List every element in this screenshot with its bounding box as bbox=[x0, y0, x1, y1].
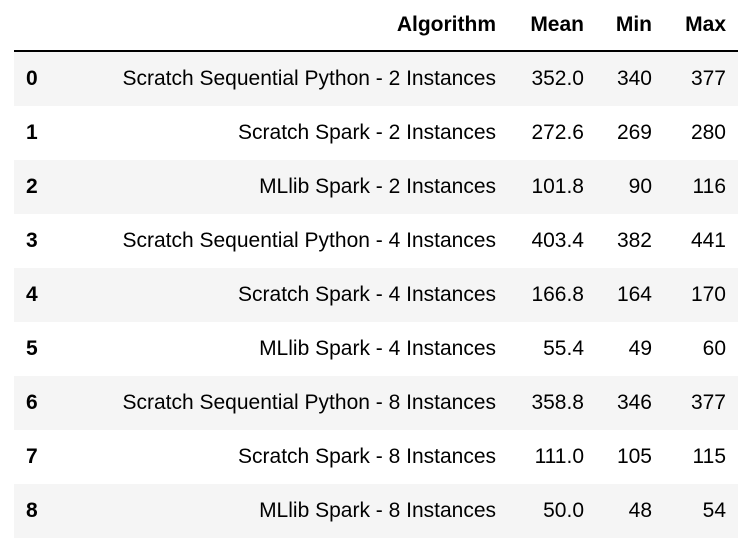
cell-min: 269 bbox=[616, 121, 652, 144]
header-index bbox=[14, 0, 62, 52]
cell-algorithm: Scratch Spark - 8 Instances bbox=[238, 445, 496, 468]
row-index: 8 bbox=[26, 499, 38, 522]
table-row: 7 Scratch Spark - 8 Instances 111.0 105 … bbox=[14, 430, 738, 484]
cell-algorithm: Scratch Spark - 4 Instances bbox=[238, 283, 496, 306]
table-row: 3 Scratch Sequential Python - 4 Instance… bbox=[14, 214, 738, 268]
cell-max: 377 bbox=[690, 391, 726, 414]
cell-mean: 272.6 bbox=[531, 121, 584, 144]
table-row: 4 Scratch Spark - 4 Instances 166.8 164 … bbox=[14, 268, 738, 322]
cell-mean: 403.4 bbox=[531, 229, 584, 252]
dataframe-table: Algorithm Mean Min Max 0 Scratch Sequent… bbox=[14, 0, 738, 538]
header-mean: Mean bbox=[508, 0, 596, 52]
row-index: 6 bbox=[26, 391, 38, 414]
cell-algorithm: Scratch Sequential Python - 2 Instances bbox=[122, 67, 496, 90]
row-index: 5 bbox=[26, 337, 38, 360]
row-index: 2 bbox=[26, 175, 38, 198]
cell-mean: 358.8 bbox=[531, 391, 584, 414]
cell-algorithm: Scratch Spark - 2 Instances bbox=[238, 121, 496, 144]
header-algorithm: Algorithm bbox=[62, 0, 508, 52]
cell-algorithm: Scratch Sequential Python - 4 Instances bbox=[122, 229, 496, 252]
cell-mean: 101.8 bbox=[531, 175, 584, 198]
cell-max: 115 bbox=[692, 445, 726, 468]
table-header: Algorithm Mean Min Max bbox=[14, 0, 738, 52]
cell-mean: 352.0 bbox=[531, 67, 584, 90]
header-min: Min bbox=[596, 0, 664, 52]
row-index: 7 bbox=[26, 445, 38, 468]
cell-max: 60 bbox=[702, 337, 726, 360]
table-body: 0 Scratch Sequential Python - 2 Instance… bbox=[14, 51, 738, 538]
cell-min: 164 bbox=[616, 283, 652, 306]
cell-algorithm: MLlib Spark - 2 Instances bbox=[259, 175, 496, 198]
header-row: Algorithm Mean Min Max bbox=[14, 0, 738, 52]
table-row: 6 Scratch Sequential Python - 8 Instance… bbox=[14, 376, 738, 430]
cell-min: 382 bbox=[616, 229, 652, 252]
cell-algorithm: MLlib Spark - 8 Instances bbox=[259, 499, 496, 522]
table-row: 2 MLlib Spark - 2 Instances 101.8 90 116 bbox=[14, 160, 738, 214]
cell-min: 346 bbox=[616, 391, 652, 414]
cell-max: 170 bbox=[690, 283, 726, 306]
cell-max: 54 bbox=[702, 499, 726, 522]
cell-mean: 166.8 bbox=[531, 283, 584, 306]
cell-mean: 55.4 bbox=[543, 337, 584, 360]
row-index: 1 bbox=[26, 121, 38, 144]
cell-max: 441 bbox=[690, 229, 726, 252]
row-index: 3 bbox=[26, 229, 38, 252]
cell-min: 105 bbox=[616, 445, 652, 468]
header-max: Max bbox=[664, 0, 738, 52]
cell-min: 49 bbox=[628, 337, 652, 360]
table-row: 1 Scratch Spark - 2 Instances 272.6 269 … bbox=[14, 106, 738, 160]
cell-max: 116 bbox=[692, 175, 726, 198]
cell-max: 377 bbox=[690, 67, 726, 90]
cell-mean: 111.0 bbox=[534, 445, 584, 468]
row-index: 0 bbox=[26, 67, 38, 90]
cell-max: 280 bbox=[690, 121, 726, 144]
table-row: 8 MLlib Spark - 8 Instances 50.0 48 54 bbox=[14, 484, 738, 538]
cell-min: 48 bbox=[628, 499, 652, 522]
cell-algorithm: Scratch Sequential Python - 8 Instances bbox=[122, 391, 496, 414]
table-row: 5 MLlib Spark - 4 Instances 55.4 49 60 bbox=[14, 322, 738, 376]
cell-mean: 50.0 bbox=[543, 499, 584, 522]
cell-algorithm: MLlib Spark - 4 Instances bbox=[259, 337, 496, 360]
table-row: 0 Scratch Sequential Python - 2 Instance… bbox=[14, 51, 738, 106]
cell-min: 340 bbox=[616, 67, 652, 90]
cell-min: 90 bbox=[628, 175, 652, 198]
row-index: 4 bbox=[26, 283, 38, 306]
